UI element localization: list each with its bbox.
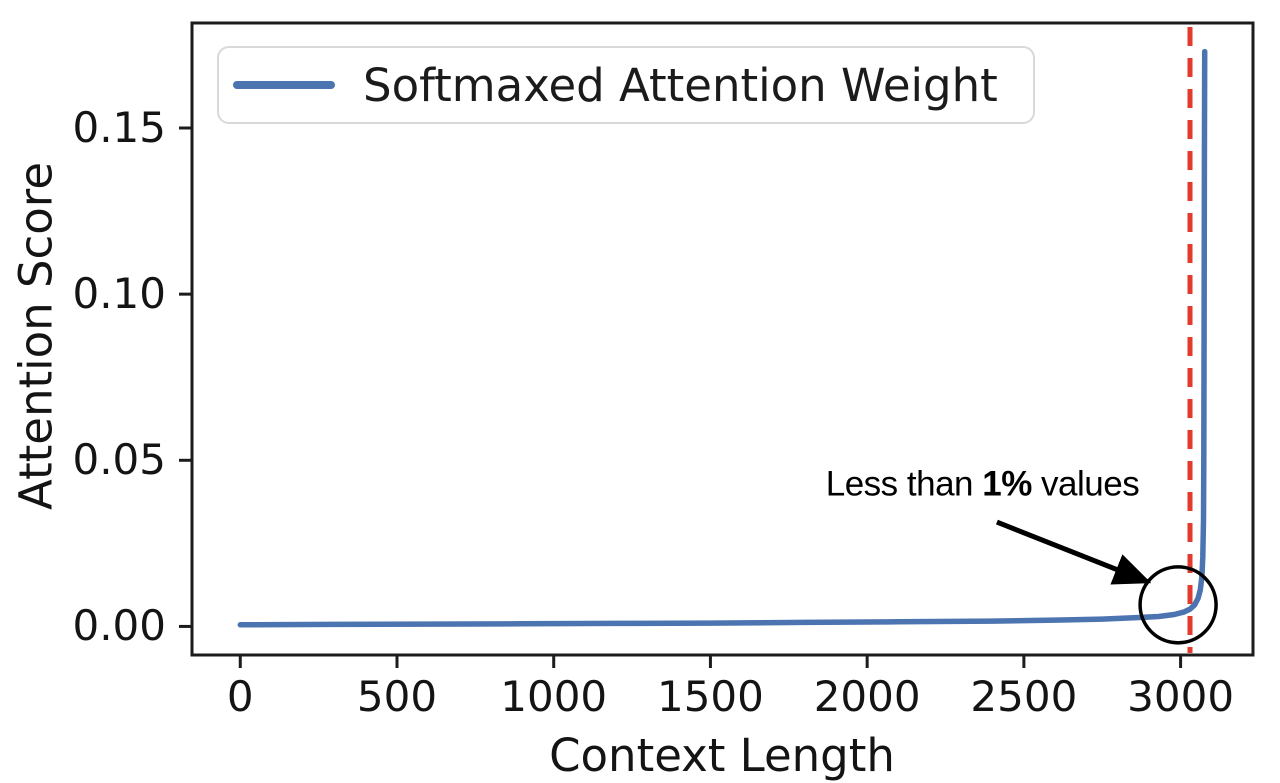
y-tick-label: 0.15 <box>72 103 166 152</box>
y-tick-label: 0.10 <box>72 269 166 319</box>
x-tick-label: 2000 <box>813 672 921 721</box>
annotation-text: Less than 1% values <box>826 466 1140 501</box>
x-tick-label: 500 <box>356 672 438 721</box>
legend: Softmaxed Attention Weight <box>217 46 1035 124</box>
annotation-arrow <box>995 519 1152 585</box>
legend-entry-label: Softmaxed Attention Weight <box>363 58 998 112</box>
x-tick-label: 1500 <box>656 672 764 721</box>
y-tick-label: 0.00 <box>72 601 166 651</box>
x-tick-label: 0 <box>226 672 254 721</box>
plot-border <box>190 21 1255 657</box>
annotation-text-bold: 1% <box>982 464 1032 504</box>
attention-weight-line <box>237 48 1208 628</box>
annotation-circle <box>1138 565 1218 645</box>
x-tick-label: 1000 <box>500 672 608 721</box>
x-tick-label: 2500 <box>970 672 1078 721</box>
y-axis-label: Attention Score <box>9 161 63 511</box>
plot-shapes <box>237 27 1218 653</box>
x-tick-label: 3000 <box>1127 672 1235 721</box>
annotation-text-prefix: Less than <box>825 464 983 504</box>
y-tick-label: 0.05 <box>72 435 166 485</box>
annotation-text-suffix: values <box>1031 464 1140 504</box>
x-axis-label: Context Length <box>549 729 895 782</box>
axis-ticks <box>179 21 1255 668</box>
legend-line-swatch <box>233 81 335 89</box>
